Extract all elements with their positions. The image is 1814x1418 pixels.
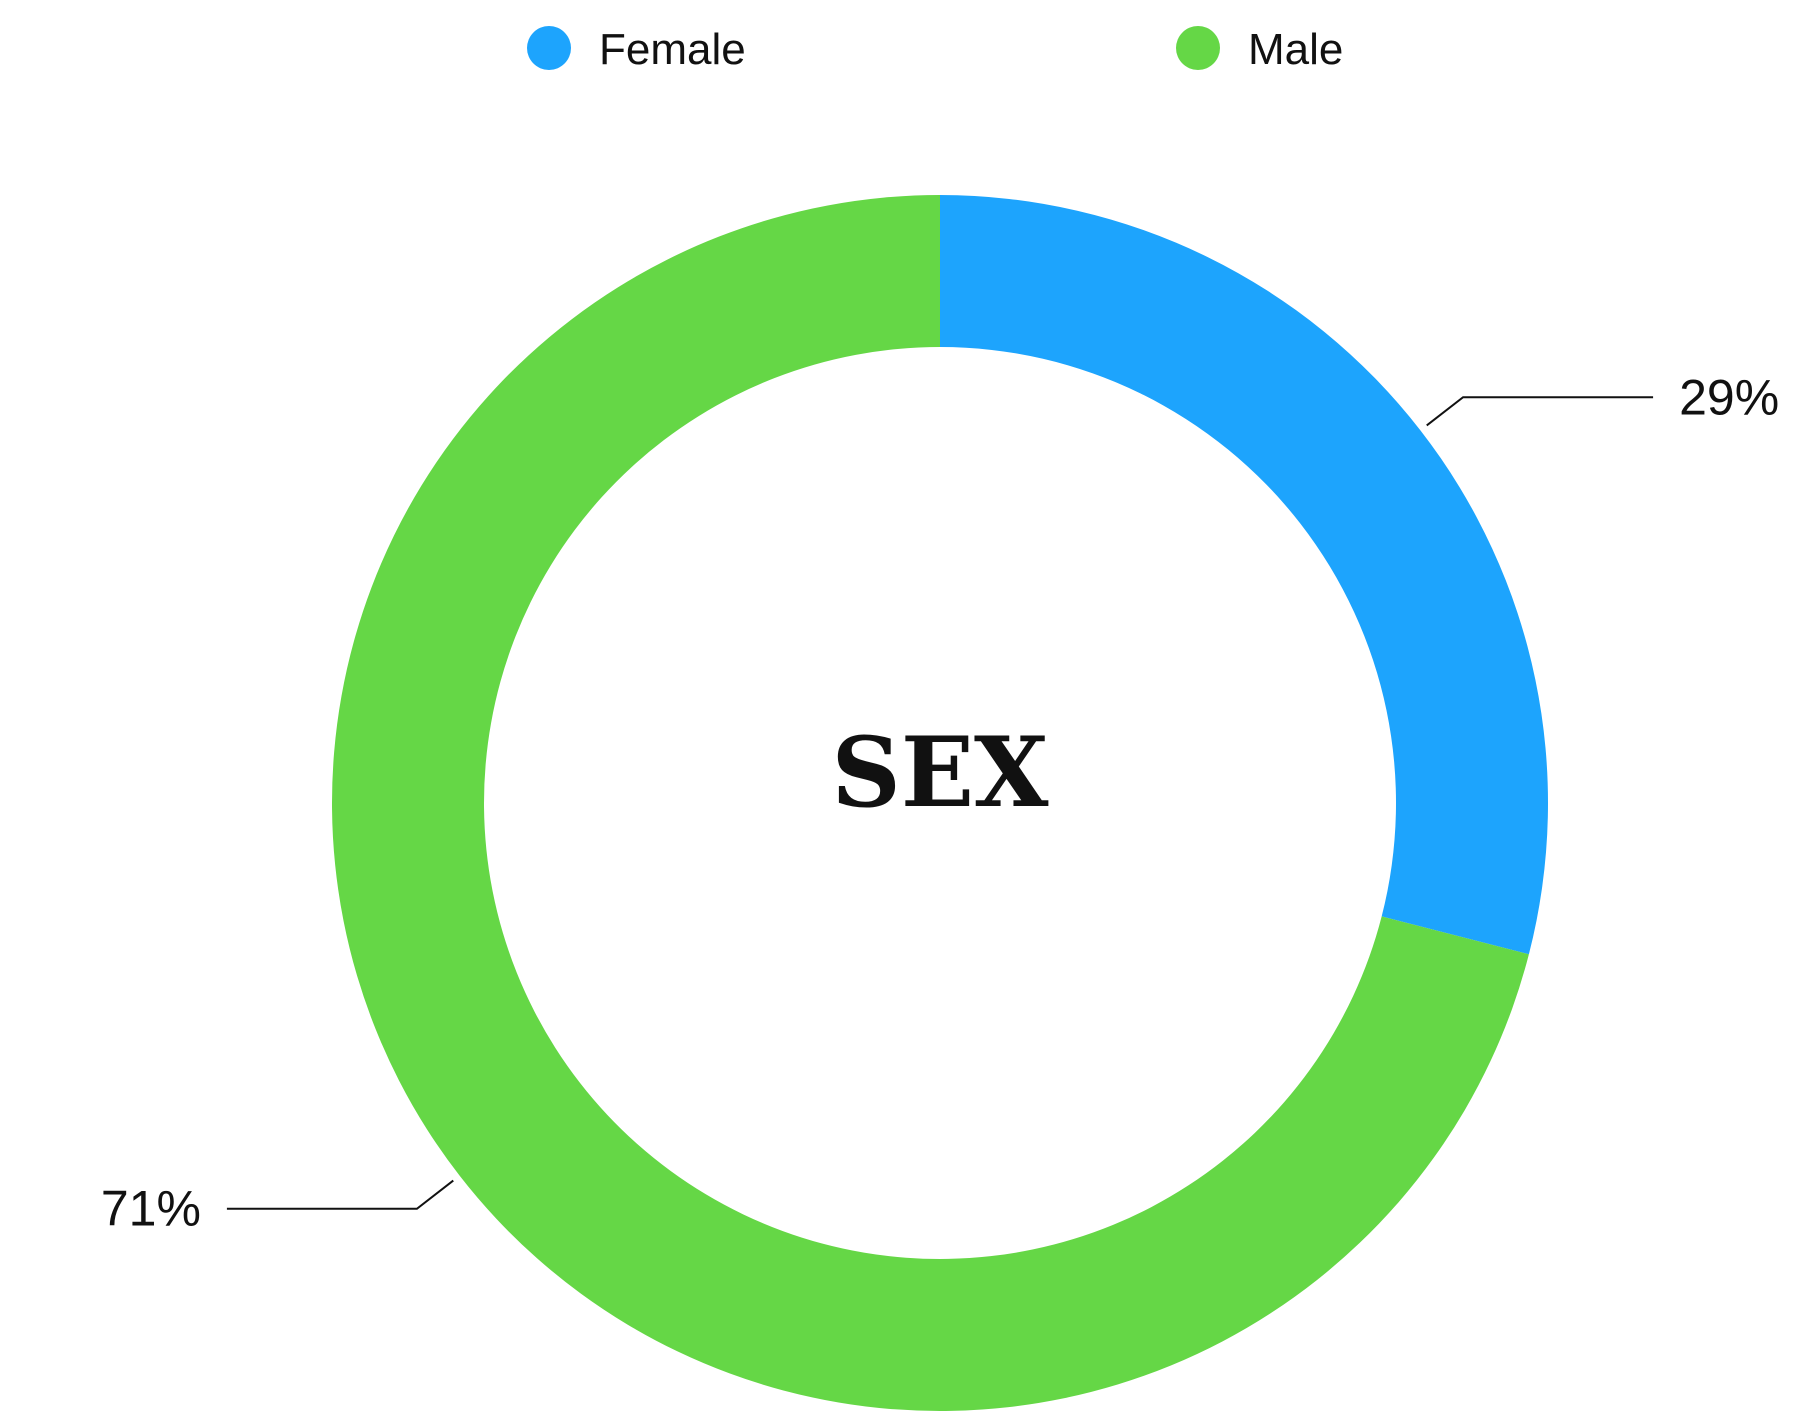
legend-swatch-male [1176,26,1220,70]
leader-line-female [1426,396,1654,427]
slice-female [940,195,1548,955]
chart-title: SEX [832,716,1050,829]
data-labels: 29% 71% [101,369,1779,1236]
legend-label-female: Female [599,25,746,74]
data-label-male: 71% [101,1181,201,1237]
legend-item-female[interactable]: Female [527,25,746,74]
leader-line-male [226,1179,454,1210]
data-label-female: 29% [1679,369,1779,425]
legend-item-male[interactable]: Male [1176,25,1343,74]
legend: Female Male [527,25,1343,74]
legend-label-male: Male [1248,25,1343,74]
slices [331,195,1548,1412]
legend-swatch-female [527,26,571,70]
